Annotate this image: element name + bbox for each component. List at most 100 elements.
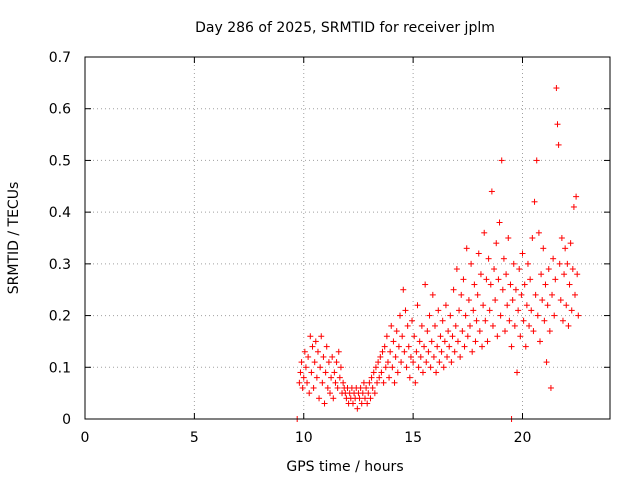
- data-point: [322, 369, 329, 376]
- data-point: [498, 157, 505, 164]
- data-point: [296, 379, 303, 386]
- data-point: [354, 405, 361, 412]
- data-point: [441, 338, 448, 345]
- data-point: [384, 359, 391, 366]
- data-point: [349, 400, 356, 407]
- y-tick-label: 0: [62, 412, 71, 428]
- data-point: [519, 250, 526, 257]
- data-point: [546, 328, 553, 335]
- data-point: [299, 384, 306, 391]
- data-point: [331, 369, 338, 376]
- data-point: [329, 353, 336, 360]
- data-point: [552, 276, 559, 283]
- data-point: [423, 359, 430, 366]
- data-point: [300, 374, 307, 381]
- y-axis-title: SRMTID / TECUs: [6, 182, 22, 295]
- data-point: [450, 286, 457, 293]
- data-point: [368, 374, 375, 381]
- data-point: [397, 312, 403, 319]
- data-point: [486, 307, 493, 314]
- data-point: [434, 343, 441, 350]
- chart-title: Day 286 of 2025, SRMTID for receiver jpl…: [195, 20, 495, 36]
- data-point: [333, 359, 340, 366]
- data-point: [493, 240, 500, 247]
- data-point: [419, 369, 426, 376]
- data-point: [301, 348, 308, 355]
- data-point: [557, 297, 564, 304]
- data-point: [459, 328, 466, 335]
- data-point: [561, 271, 568, 278]
- data-point: [435, 307, 442, 314]
- data-point: [512, 286, 519, 293]
- data-point: [462, 312, 469, 319]
- data-point: [370, 369, 377, 376]
- data-point: [320, 353, 327, 360]
- data-point: [528, 307, 535, 314]
- data-point: [437, 333, 444, 340]
- x-tick-label: 10: [295, 430, 313, 446]
- data-point: [517, 333, 524, 340]
- data-point: [312, 338, 319, 345]
- data-point: [533, 157, 540, 164]
- data-point: [372, 364, 379, 371]
- data-point: [460, 276, 467, 283]
- data-point: [527, 276, 534, 283]
- data-point: [328, 374, 335, 381]
- data-point: [448, 359, 455, 366]
- data-point: [446, 343, 453, 350]
- y-tick-label: 0.5: [49, 153, 71, 169]
- data-point: [555, 141, 562, 148]
- data-point: [566, 281, 573, 288]
- data-point: [470, 307, 477, 314]
- data-point: [313, 374, 320, 381]
- data-point: [332, 379, 339, 386]
- data-point: [488, 188, 495, 195]
- data-point: [509, 297, 516, 304]
- data-point: [473, 317, 480, 324]
- data-point: [415, 364, 422, 371]
- data-point: [367, 395, 374, 402]
- data-point: [380, 379, 387, 386]
- data-point: [544, 302, 551, 309]
- data-point: [541, 317, 548, 324]
- data-point: [403, 364, 410, 371]
- data-point: [474, 291, 481, 298]
- data-point: [334, 384, 341, 391]
- data-point: [524, 260, 531, 267]
- data-point: [514, 369, 521, 376]
- plot-area-frame: [84, 56, 611, 420]
- data-point: [316, 395, 323, 402]
- data-point: [400, 286, 407, 293]
- grid-lines: [85, 57, 610, 419]
- data-point: [508, 343, 515, 350]
- data-point: [522, 343, 529, 350]
- data-point: [547, 384, 554, 391]
- data-point: [469, 348, 476, 355]
- data-point: [298, 359, 305, 366]
- data-point: [568, 307, 575, 314]
- data-point: [430, 353, 437, 360]
- data-point: [482, 317, 489, 324]
- data-point: [500, 255, 507, 262]
- data-point: [321, 400, 328, 407]
- data-point: [402, 307, 409, 314]
- data-point: [429, 291, 436, 298]
- data-point: [542, 281, 549, 288]
- data-point: [485, 255, 492, 262]
- data-point: [540, 245, 547, 252]
- data-point: [537, 338, 543, 345]
- data-point: [458, 291, 465, 298]
- data-point: [471, 281, 478, 288]
- data-point: [562, 245, 569, 252]
- data-point: [461, 343, 468, 350]
- data-point: [307, 333, 314, 340]
- data-point: [457, 353, 464, 360]
- data-point: [309, 343, 316, 350]
- data-point: [452, 322, 459, 329]
- data-point: [468, 260, 475, 267]
- data-point: [570, 203, 577, 210]
- data-point: [375, 359, 382, 366]
- data-point: [399, 333, 406, 340]
- data-point: [297, 369, 304, 376]
